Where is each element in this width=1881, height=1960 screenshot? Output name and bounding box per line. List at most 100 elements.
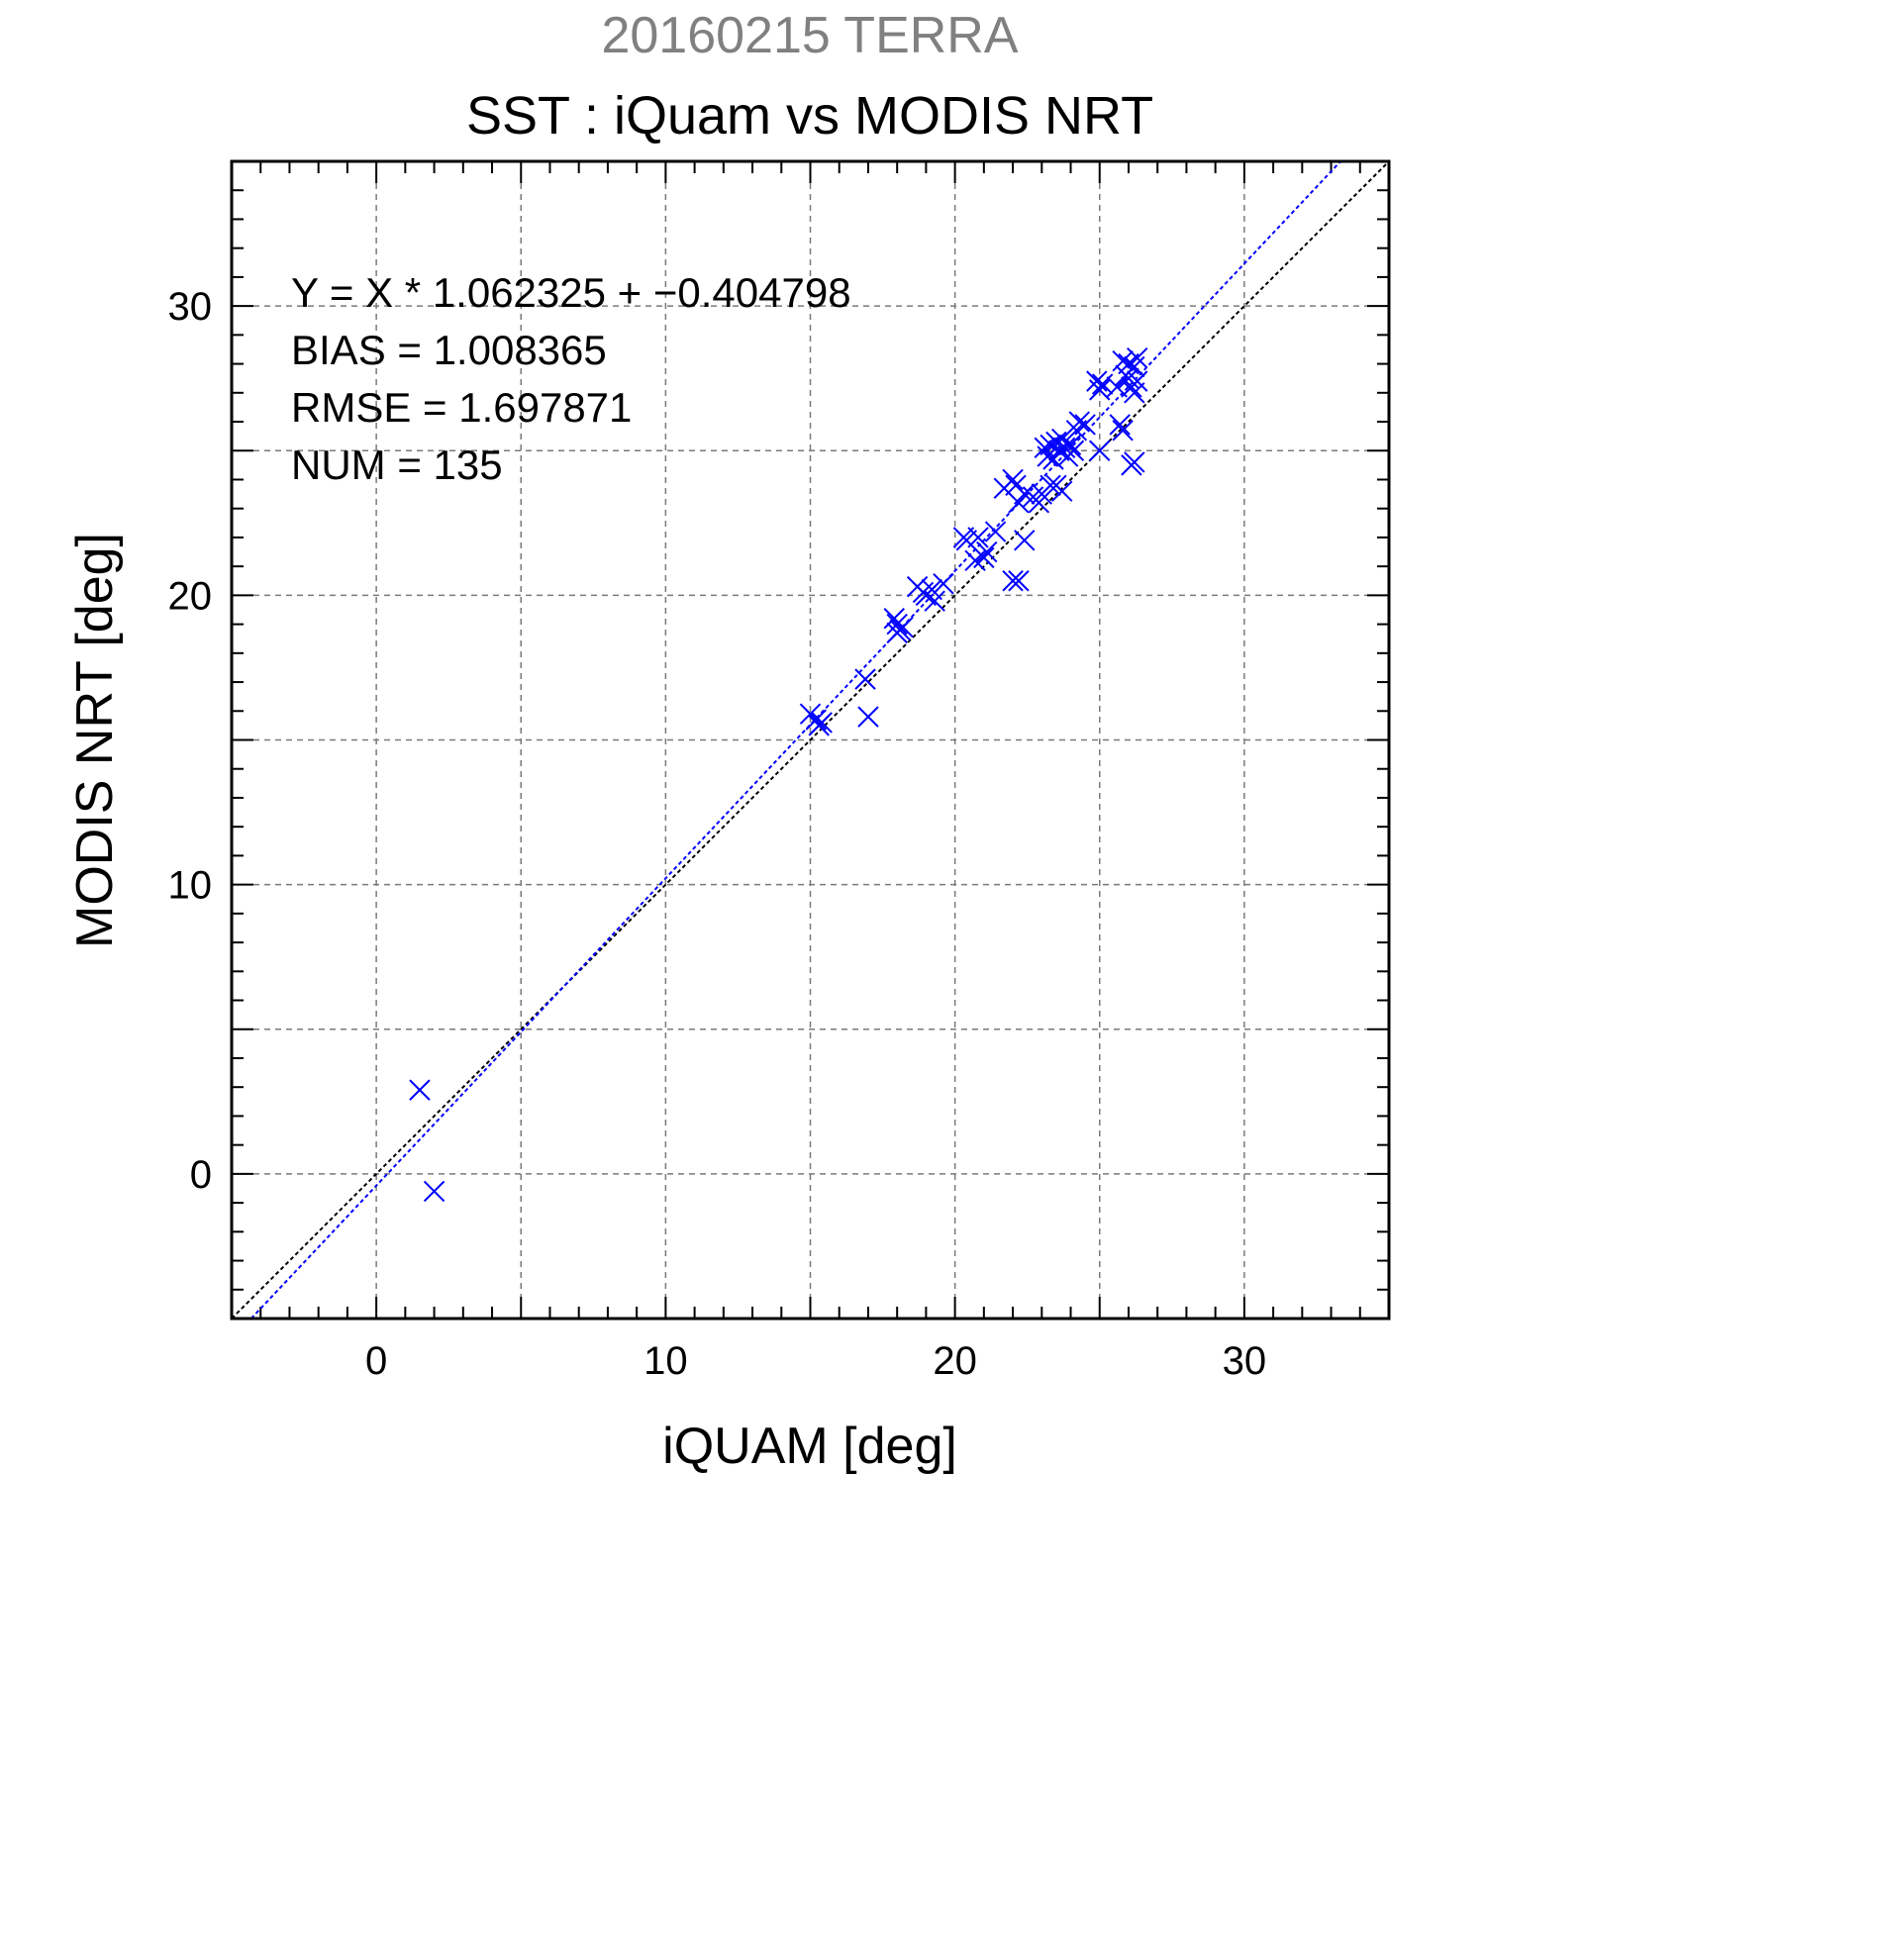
data-point: [964, 549, 986, 572]
data-point: [984, 521, 1007, 542]
data-points: [409, 347, 1148, 1203]
data-point: [1127, 347, 1148, 369]
data-point-stroke: [1118, 367, 1139, 389]
data-point-stroke: [1028, 492, 1050, 514]
data-point-stroke: [1053, 437, 1076, 459]
data-point-stroke: [808, 715, 830, 736]
data-point-stroke: [423, 1180, 446, 1203]
data-point-stroke: [854, 668, 876, 690]
data-point: [973, 546, 995, 569]
data-point-stroke: [805, 709, 828, 731]
data-point: [808, 715, 830, 736]
data-point-stroke: [1014, 530, 1036, 551]
data-point-stroke: [1034, 437, 1055, 459]
data-point: [976, 540, 998, 563]
data-point-stroke: [973, 546, 995, 569]
data-point-stroke: [1091, 373, 1114, 395]
data-point: [1109, 414, 1131, 436]
data-point: [1008, 570, 1030, 592]
chart-title: SST : iQuam vs MODIS NRT: [466, 86, 1153, 146]
data-point: [1089, 440, 1111, 461]
y-tick-label: 0: [190, 1153, 212, 1197]
data-point-stroke: [976, 540, 998, 563]
data-point-stroke: [1074, 414, 1096, 436]
data-point: [1002, 570, 1024, 592]
data-point: [1091, 373, 1114, 395]
data-point-stroke: [1059, 434, 1082, 456]
tick-labels: 0 10 20 30 0 10 20 30: [168, 285, 1267, 1383]
data-point: [1014, 530, 1036, 551]
data-point-stroke: [1062, 440, 1085, 461]
data-point-stroke: [924, 590, 945, 612]
data-point: [1059, 434, 1082, 456]
y-axis-label: MODIS NRT [deg]: [66, 533, 124, 948]
data-point: [857, 706, 879, 728]
data-point-stroke: [1045, 431, 1067, 453]
data-point: [1068, 411, 1090, 433]
data-point-stroke: [1002, 570, 1024, 592]
data-point: [1124, 355, 1145, 378]
data-point: [924, 590, 945, 612]
data-point: [1040, 474, 1061, 497]
data-point: [886, 613, 908, 636]
data-point: [423, 1180, 446, 1203]
data-point-stroke: [1014, 483, 1036, 505]
data-point-stroke: [1124, 355, 1145, 378]
data-point: [886, 622, 908, 644]
stats-box: Y = X * 1.062325 + −0.404798 BIAS = 1.00…: [291, 269, 851, 488]
data-point: [1127, 370, 1148, 392]
data-point: [805, 709, 828, 731]
data-point-stroke: [1068, 411, 1090, 433]
data-point-stroke: [1051, 480, 1073, 502]
data-point: [1086, 370, 1108, 392]
data-point: [854, 668, 876, 690]
data-point-stroke: [1127, 347, 1148, 369]
data-point: [1028, 492, 1050, 514]
data-point-stroke: [1051, 428, 1073, 450]
data-point: [1034, 437, 1055, 459]
data-point: [1002, 468, 1024, 491]
data-point-stroke: [933, 572, 954, 595]
scatter-chart: 20160215 TERRA SST : iQuam vs MODIS NRT …: [66, 7, 1391, 1475]
data-point-stroke: [1089, 440, 1111, 461]
stat-regression: Y = X * 1.062325 + −0.404798: [291, 269, 851, 316]
data-point: [933, 572, 954, 595]
data-point: [1112, 420, 1134, 441]
data-point-stroke: [409, 1079, 431, 1101]
data-point-stroke: [886, 613, 908, 636]
data-point-stroke: [886, 622, 908, 644]
data-point: [1112, 349, 1134, 372]
plot-frame: [230, 159, 1391, 1321]
data-point: [1014, 483, 1036, 505]
data-point-stroke: [1124, 451, 1145, 473]
x-tick-label: 10: [644, 1339, 688, 1383]
data-point-stroke: [967, 527, 989, 548]
data-point-stroke: [1089, 379, 1111, 401]
data-point-stroke: [1040, 474, 1061, 497]
x-tick-label: 0: [365, 1339, 387, 1383]
stat-bias: BIAS = 1.008365: [291, 327, 607, 373]
data-point-stroke: [1086, 370, 1108, 392]
data-point-stroke: [984, 521, 1007, 542]
data-point-stroke: [921, 578, 942, 601]
data-point-stroke: [1112, 420, 1134, 441]
y-tick-label: 20: [168, 574, 213, 618]
data-point: [967, 527, 989, 548]
reference-lines: [231, 160, 1390, 1320]
data-point: [1118, 367, 1139, 389]
data-point: [1051, 480, 1073, 502]
data-point: [1053, 437, 1076, 459]
data-point-stroke: [964, 549, 986, 572]
data-point: [409, 1079, 431, 1101]
data-point: [1062, 440, 1085, 461]
x-tick-label: 20: [933, 1339, 977, 1383]
data-point-stroke: [1008, 570, 1030, 592]
stat-num: NUM = 135: [291, 441, 503, 488]
data-point-stroke: [857, 706, 879, 728]
stat-rmse: RMSE = 1.697871: [291, 384, 632, 431]
data-point-stroke: [1112, 349, 1134, 372]
data-point: [1089, 379, 1111, 401]
chart-supertitle: 20160215 TERRA: [601, 7, 1018, 64]
data-point-stroke: [1109, 414, 1131, 436]
y-tick-label: 10: [168, 864, 213, 908]
